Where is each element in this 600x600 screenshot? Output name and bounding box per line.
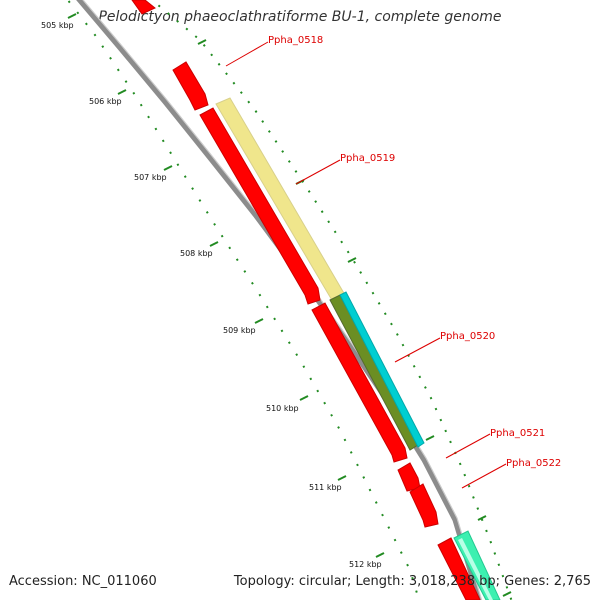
leader-line-ppha-0521 — [445, 433, 491, 459]
tick-label-510: 510 kbp — [266, 404, 299, 413]
outer-tick — [197, 39, 207, 45]
gene-labels: Ppha_0518 Ppha_0519 Ppha_0520 Ppha_0521 … — [268, 35, 561, 469]
tick-label-508: 508 kbp — [180, 249, 213, 258]
feature-blocks — [215, 97, 501, 600]
tick-label-505: 505 kbp — [41, 21, 74, 30]
major-tick — [337, 475, 347, 481]
tick-label-506: 506 kbp — [89, 97, 122, 106]
outer-tick — [477, 515, 487, 521]
tick-label-512: 512 kbp — [349, 560, 382, 569]
cyan-feature-block[interactable] — [339, 291, 425, 448]
ruler-labels: 505 kbp 506 kbp 507 kbp 508 kbp 509 kbp … — [41, 21, 382, 569]
outer-tick — [347, 257, 357, 263]
leader-line-ppha-0522 — [461, 463, 507, 489]
major-tick — [67, 13, 77, 19]
major-tick — [117, 89, 127, 95]
tick-label-507: 507 kbp — [134, 173, 167, 182]
leader-line-ppha-0519 — [295, 159, 341, 185]
ruler-dotted-line-inner — [66, 0, 421, 600]
gene-arrow-ppha-0519[interactable] — [199, 107, 321, 305]
gene-arrow-ppha-0520[interactable] — [311, 302, 408, 463]
outer-tick — [425, 435, 435, 441]
outer-tick — [502, 591, 512, 597]
yellow-feature-block[interactable] — [215, 97, 346, 303]
olive-feature-block[interactable] — [329, 294, 419, 451]
accession-label: Accession: NC_011060 — [9, 574, 157, 589]
tick-label-511: 511 kbp — [309, 483, 342, 492]
major-ticks — [67, 13, 385, 558]
major-tick — [299, 395, 309, 401]
gene-label-ppha-0522[interactable]: Ppha_0522 — [506, 458, 561, 469]
gene-label-ppha-0518[interactable]: Ppha_0518 — [268, 35, 323, 46]
gene-label-ppha-0520[interactable]: Ppha_0520 — [440, 331, 495, 342]
genome-summary: Topology: circular; Length: 3,018,238 bp… — [233, 574, 591, 589]
gene-arrow-ppha-0522[interactable] — [409, 483, 439, 528]
major-tick — [209, 241, 219, 247]
major-tick — [375, 552, 385, 558]
major-tick — [254, 318, 264, 324]
gene-arrow-prev[interactable] — [131, 0, 156, 15]
major-tick — [163, 165, 173, 171]
tick-label-509: 509 kbp — [223, 326, 256, 335]
page-title: Pelodictyon phaeoclathratiforme BU-1, co… — [98, 9, 502, 25]
gene-label-ppha-0519[interactable]: Ppha_0519 — [340, 153, 395, 164]
gene-arrow-next[interactable] — [437, 537, 481, 600]
gene-label-ppha-0521[interactable]: Ppha_0521 — [490, 428, 545, 439]
cds-track — [131, 0, 481, 600]
ruler-ticks-inner — [66, 0, 421, 600]
leader-line-ppha-0518 — [225, 41, 269, 67]
gene-arrow-ppha-0518[interactable] — [172, 61, 209, 111]
gene-leader-lines — [225, 41, 507, 489]
leader-line-ppha-0520 — [394, 337, 441, 363]
gene-arrow-ppha-0521[interactable] — [397, 462, 421, 492]
aquamarine-feature-highlight — [458, 538, 493, 600]
